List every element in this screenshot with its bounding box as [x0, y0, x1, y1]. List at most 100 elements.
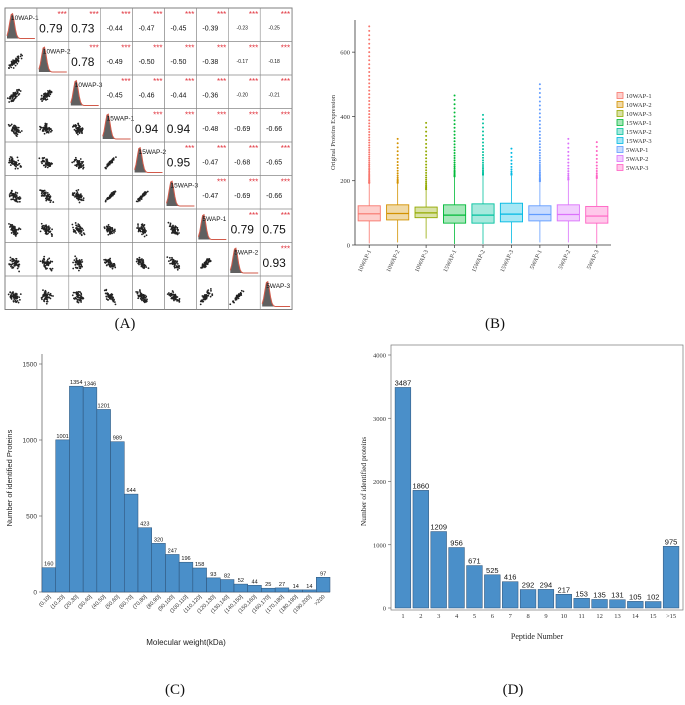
scatter-point — [139, 229, 142, 232]
scatter-point — [143, 265, 146, 268]
significance-stars: *** — [153, 111, 162, 120]
box-5WAP-3 — [585, 205, 609, 224]
scatter-point — [105, 289, 108, 292]
box-outlier — [510, 170, 513, 173]
scatter-point — [43, 132, 46, 135]
panel-label-b: (B) — [485, 316, 505, 332]
x-tick-label: 5 — [473, 613, 476, 620]
correlation-value: -0.17 — [237, 59, 249, 65]
scatter-point — [173, 266, 176, 269]
box-outlier — [396, 169, 399, 172]
density-curve — [261, 280, 291, 307]
scatter-point — [172, 293, 175, 296]
scatter-point — [141, 223, 143, 226]
bar-value-label: 1346 — [84, 381, 96, 387]
box-outlier — [425, 134, 428, 137]
scatter-point — [136, 291, 139, 293]
significance-stars: *** — [153, 77, 162, 86]
scatter-point — [15, 57, 17, 60]
box-outlier — [453, 151, 456, 154]
box-outlier — [510, 159, 513, 162]
scatter-point — [16, 267, 19, 270]
scatter-point — [74, 196, 76, 198]
scatter-point — [47, 194, 50, 197]
scatter-point — [47, 93, 50, 95]
scatter-point — [169, 295, 172, 297]
y-tick-label: 0 — [347, 243, 350, 250]
scatter-point — [242, 290, 245, 293]
scatter-point — [111, 298, 114, 301]
box-outlier — [368, 78, 371, 81]
box-outlier — [368, 55, 371, 58]
box-outlier — [368, 119, 371, 122]
scatter-point — [52, 295, 54, 297]
scatter-point — [114, 303, 117, 306]
scatter-point — [18, 227, 20, 230]
box-outlier — [396, 150, 399, 153]
correlation-value: 0.79 — [39, 21, 63, 35]
scatter-point — [143, 223, 146, 226]
scatter-point — [137, 297, 140, 300]
scatter-point — [79, 158, 82, 160]
correlation-value: -0.66 — [266, 193, 282, 200]
scatter-point — [78, 125, 81, 128]
box-outlier — [368, 100, 371, 103]
correlation-value: -0.18 — [268, 59, 280, 65]
box-outlier — [453, 137, 456, 140]
box-outlier — [368, 141, 371, 144]
scatter-point — [136, 292, 139, 295]
scatter-point — [144, 193, 147, 195]
box-5WAP-1 — [528, 205, 552, 222]
significance-stars: *** — [281, 211, 290, 220]
scatter-point — [9, 226, 11, 228]
scatter-point — [202, 300, 205, 303]
box-outlier — [538, 169, 541, 172]
scatter-point — [41, 100, 44, 102]
density-curve — [134, 146, 163, 173]
scatter-point — [41, 261, 44, 264]
scatter-point — [174, 232, 177, 235]
density-curve — [166, 180, 195, 207]
scatter-point — [169, 223, 172, 226]
bar-value-label: 292 — [522, 581, 535, 590]
bar-12 — [591, 599, 608, 609]
significance-stars: *** — [57, 10, 66, 19]
scatter-point — [51, 235, 53, 237]
box-outlier — [538, 83, 541, 86]
scatter-point — [172, 258, 175, 261]
scatter-point — [42, 289, 44, 292]
scatter-point — [75, 227, 77, 230]
scatter-point — [42, 128, 45, 130]
scatter-point — [10, 60, 13, 63]
scatter-point — [16, 62, 19, 65]
scatter-point — [235, 297, 238, 300]
box-outlier — [368, 133, 371, 136]
box-outlier — [396, 167, 399, 170]
box-outlier — [396, 174, 399, 177]
box-outlier — [453, 133, 456, 136]
box-outlier — [453, 157, 456, 160]
x-tick-label: >15 — [666, 613, 676, 620]
scatter-point — [12, 59, 14, 62]
scatter-point — [11, 96, 14, 99]
scatter-point — [43, 193, 46, 196]
significance-stars: *** — [217, 44, 226, 53]
scatter-point — [43, 293, 45, 296]
scatter-point — [15, 294, 17, 296]
scatter-point — [9, 259, 12, 262]
scatter-point — [46, 94, 49, 96]
panel-label-a: (A) — [115, 316, 136, 332]
bar-value-label: 14 — [306, 584, 312, 590]
scatter-point — [143, 295, 145, 298]
box-outlier — [567, 176, 570, 179]
box-outlier — [425, 176, 428, 179]
scatter-point — [172, 298, 175, 300]
significance-stars: *** — [89, 44, 98, 53]
scatter-point — [211, 294, 214, 297]
scatter-point — [77, 198, 80, 201]
box-outlier — [368, 125, 371, 128]
significance-stars: *** — [281, 111, 290, 120]
box-outlier — [510, 165, 513, 168]
scatter-point — [171, 256, 173, 259]
box-outlier — [595, 161, 598, 164]
